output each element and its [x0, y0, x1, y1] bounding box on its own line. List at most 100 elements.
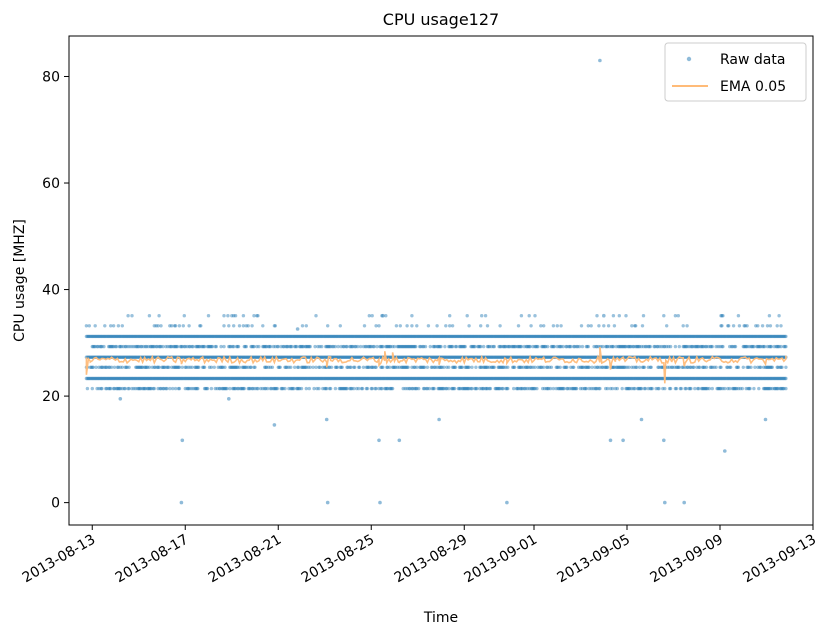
raw-data-point: [98, 355, 102, 359]
raw-data-point: [300, 376, 305, 381]
raw-data-point: [698, 376, 703, 381]
raw-data-point: [467, 376, 471, 381]
raw-data-point: [650, 386, 654, 391]
raw-data-point: [357, 376, 362, 381]
raw-data-point: [540, 376, 544, 381]
raw-data-point: [592, 355, 596, 359]
legend-raw-marker: [686, 56, 692, 62]
raw-data-point: [734, 376, 739, 381]
raw-data-point: [714, 376, 718, 381]
raw-data-point: [781, 376, 785, 381]
raw-data-point: [236, 344, 241, 349]
raw-data-point: [730, 376, 735, 381]
raw-data-point: [265, 376, 270, 381]
raw-data-point: [496, 355, 500, 359]
raw-data-point: [538, 376, 542, 381]
raw-data-point: [517, 376, 522, 381]
raw-data-point: [627, 376, 631, 381]
raw-data-point: [524, 355, 528, 359]
raw-data-point: [561, 344, 565, 349]
raw-data-point: [263, 376, 267, 381]
raw-data-point: [453, 376, 458, 381]
raw-data-point: [253, 376, 257, 381]
raw-data-point: [725, 376, 729, 381]
raw-data-point: [710, 344, 714, 349]
raw-data-point: [752, 386, 756, 391]
raw-data-point: [564, 376, 568, 381]
raw-data-point: [171, 386, 175, 391]
raw-data-point: [86, 355, 91, 359]
raw-data-point: [598, 386, 602, 391]
raw-data-point: [358, 376, 363, 381]
raw-data-point: [356, 355, 360, 359]
raw-data-point: [361, 365, 366, 369]
raw-data-point: [735, 376, 740, 381]
raw-data-point: [293, 355, 297, 359]
raw-data-point: [335, 376, 339, 381]
raw-data-point: [440, 376, 444, 381]
raw-data-point: [472, 376, 476, 381]
raw-data-point: [467, 324, 471, 328]
x-axis-label: Time: [423, 610, 458, 626]
raw-data-point: [124, 376, 128, 381]
raw-data-point: [101, 376, 105, 381]
raw-data-point: [85, 376, 90, 381]
raw-data-point: [470, 376, 474, 381]
raw-data-point: [117, 355, 122, 359]
raw-data-point: [721, 344, 725, 349]
raw-data-point: [319, 355, 323, 359]
raw-data-point: [710, 386, 714, 391]
raw-data-point: [752, 344, 756, 349]
raw-data-point: [595, 314, 599, 318]
raw-data-point: [666, 376, 670, 381]
raw-data-point: [487, 355, 492, 359]
raw-data-point: [299, 376, 304, 381]
raw-data-point: [418, 376, 422, 381]
raw-data-point: [657, 386, 661, 391]
raw-data-point: [121, 355, 126, 359]
raw-data-point: [394, 324, 399, 328]
raw-data-point: [541, 376, 545, 381]
raw-data-point: [473, 344, 477, 349]
raw-data-point: [773, 376, 777, 381]
raw-data-point: [177, 386, 182, 391]
raw-data-point: [367, 376, 371, 381]
raw-data-point: [495, 355, 499, 359]
raw-data-point: [593, 376, 597, 381]
raw-data-point: [404, 355, 408, 359]
raw-data-point: [639, 386, 644, 391]
raw-data-point: [519, 344, 524, 349]
raw-data-point: [345, 355, 349, 359]
raw-data-point: [512, 376, 517, 381]
legend-raw-label: Raw data: [720, 52, 785, 68]
raw-data-point: [480, 314, 484, 318]
raw-data-point: [723, 376, 727, 381]
raw-data-point: [556, 376, 560, 381]
raw-data-point: [357, 355, 362, 359]
raw-data-point: [344, 355, 348, 359]
raw-data-point: [168, 376, 172, 381]
raw-data-point: [571, 355, 575, 359]
raw-data-point: [548, 386, 553, 391]
raw-data-point: [256, 314, 260, 318]
raw-data-point: [202, 376, 207, 381]
raw-data-point: [173, 376, 178, 381]
raw-data-point: [742, 376, 746, 381]
raw-data-point: [660, 376, 664, 381]
raw-data-point: [586, 324, 590, 328]
raw-data-point: [616, 376, 620, 381]
raw-data-point: [750, 376, 754, 381]
raw-data-point: [760, 324, 765, 328]
raw-data-point: [374, 386, 378, 391]
raw-data-point: [578, 376, 583, 381]
raw-data-point: [368, 376, 372, 381]
raw-data-point: [182, 314, 186, 318]
raw-data-point: [601, 344, 605, 349]
raw-data-point: [623, 376, 627, 381]
raw-data-point: [226, 314, 230, 318]
raw-data-point: [551, 386, 556, 391]
raw-data-point: [744, 376, 748, 381]
raw-data-point: [296, 365, 301, 369]
raw-data-point: [256, 355, 260, 359]
raw-data-point: [308, 365, 312, 369]
